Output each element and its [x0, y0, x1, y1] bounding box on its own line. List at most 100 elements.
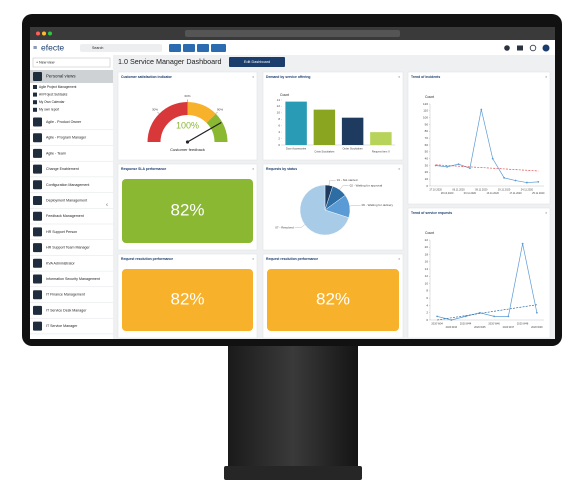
view-item[interactable]: HR Support Team Manager — [46, 246, 90, 250]
toolbar-button[interactable] — [211, 44, 226, 52]
x-tick-label: 27.10.2020 — [429, 189, 442, 192]
personal-view-item[interactable]: My Own Calendar — [39, 100, 65, 104]
widget-menu[interactable]: ✕ — [252, 257, 255, 261]
x-tick-label: 2020 W43 — [446, 326, 458, 329]
new-view[interactable]: + New view — [36, 61, 55, 65]
gauge-tick-label: 90% — [217, 107, 223, 111]
x-tick-label: 25.11.2020 — [532, 192, 545, 195]
leader-line — [328, 180, 336, 186]
view-icon — [33, 227, 42, 237]
search-box[interactable] — [80, 44, 162, 52]
personal-views[interactable]: Personal views — [46, 74, 76, 79]
y-tick-label: 18 — [425, 252, 429, 256]
view-icon — [33, 72, 42, 81]
view-item[interactable]: Agile - Product Owner — [46, 120, 82, 124]
point — [491, 157, 494, 160]
personal-view-item[interactable]: My own report — [39, 108, 59, 112]
view-item[interactable]: IT Finance Management — [46, 293, 85, 297]
y-tick-label: 100 — [423, 115, 428, 119]
y-tick-label: 12 — [425, 274, 429, 278]
widget-title: Customer satisfaction indicator — [121, 75, 173, 79]
view-icon — [33, 117, 42, 127]
leader-line — [349, 205, 361, 207]
view-item[interactable]: KVA Administrator — [46, 261, 75, 265]
y-tick-label: 16 — [425, 260, 429, 264]
pie-label: 01 - Not started — [337, 178, 358, 182]
widget-menu[interactable]: ✕ — [398, 75, 401, 79]
gauge-value: 100% — [176, 120, 199, 130]
personal-views-row[interactable] — [30, 70, 113, 83]
kpi-value: 82% — [170, 200, 204, 219]
toolbar-button[interactable] — [197, 44, 209, 52]
y-tick-label: 6 — [278, 124, 280, 128]
y-tick-label: 10 — [425, 281, 429, 285]
y-tick-label: 4 — [278, 130, 280, 134]
widget — [407, 207, 551, 339]
toolbar-button[interactable] — [169, 44, 181, 52]
view-item[interactable]: IT Service Desk Manager — [46, 308, 87, 312]
personal-view-item[interactable]: All Project Subtasks — [39, 92, 68, 96]
y-tick-label: 0 — [278, 143, 280, 147]
point — [457, 163, 460, 166]
y-tick-label: 12 — [277, 104, 281, 108]
edit-button[interactable] — [229, 57, 285, 67]
x-tick-label: Request Item X — [372, 150, 390, 154]
y-tick-label: 14 — [277, 98, 281, 102]
kpi-value: 82% — [170, 289, 204, 308]
view-item[interactable]: Deployment Management — [46, 198, 87, 202]
pie-label: 02 - Waiting for approval — [350, 184, 383, 188]
gauge-tick — [157, 111, 160, 114]
toolbar-button[interactable] — [183, 44, 195, 52]
x-tick-label: Door Accessories — [286, 147, 307, 151]
gauge-band — [206, 113, 228, 142]
view-item[interactable]: Configuration Management — [46, 183, 89, 187]
widget-title: Demand by service offering — [266, 75, 310, 79]
bar — [313, 109, 336, 145]
widget-menu[interactable]: ✕ — [252, 167, 255, 171]
menu-icon[interactable]: ≡ — [33, 45, 37, 52]
dashboard-title: 1.0 Service Manager Dashboard — [118, 57, 221, 66]
view-icon — [33, 258, 42, 268]
x-tick-label: 03.11.2020 — [464, 192, 477, 195]
point — [436, 315, 439, 318]
view-icon — [33, 211, 42, 221]
widget-menu[interactable]: ✕ — [398, 257, 401, 261]
personal-view-item[interactable]: Agile Project Management — [39, 85, 76, 89]
kpi-box — [122, 179, 253, 243]
view-item[interactable]: Change Enablement — [46, 167, 79, 171]
view-item[interactable]: IT Service Manager — [46, 324, 78, 328]
collapse-arrow[interactable]: ‹ — [106, 203, 108, 209]
x-tick-label: 06.11.2020 — [452, 189, 465, 192]
x-tick-label: 2020 W49 — [531, 326, 543, 329]
y-tick-label: 50 — [425, 150, 429, 154]
y-tick-label: 60 — [425, 143, 429, 147]
settings-icon[interactable] — [504, 45, 510, 51]
view-item[interactable]: Agile - Team — [46, 151, 66, 155]
window-dot — [36, 31, 40, 36]
view-icon — [33, 290, 42, 300]
widget-menu[interactable]: ✕ — [545, 211, 548, 215]
view-item[interactable]: Feedback Management — [46, 214, 84, 218]
new-view-dropdown[interactable] — [32, 57, 111, 68]
widget-title: Trend of incidents — [411, 75, 440, 79]
x-tick-label: 2020 W47 — [503, 326, 515, 329]
gauge-hub — [185, 140, 190, 144]
x-tick-label: 2020 W46 — [488, 323, 500, 326]
widget-menu[interactable]: ✕ — [545, 75, 548, 79]
address-field[interactable] — [185, 30, 400, 37]
user-avatar[interactable] — [542, 44, 550, 52]
folder-icon[interactable] — [517, 45, 523, 51]
view-item[interactable]: Information Security Management — [46, 277, 100, 281]
point — [450, 319, 453, 321]
view-item[interactable]: HR Support Person — [46, 230, 77, 234]
kpi-value: 82% — [316, 289, 350, 308]
gauge-needle — [187, 121, 222, 143]
logo: efecte — [41, 42, 64, 52]
view-item[interactable]: Agile - Program Manager — [46, 136, 87, 140]
edit-button-label[interactable]: Edit Dashboard — [244, 60, 270, 64]
help-icon[interactable] — [529, 44, 537, 52]
gauge-tick-label: 60% — [184, 94, 190, 98]
widget-menu[interactable]: ✕ — [252, 75, 255, 79]
widget-menu[interactable]: ✕ — [398, 167, 401, 171]
